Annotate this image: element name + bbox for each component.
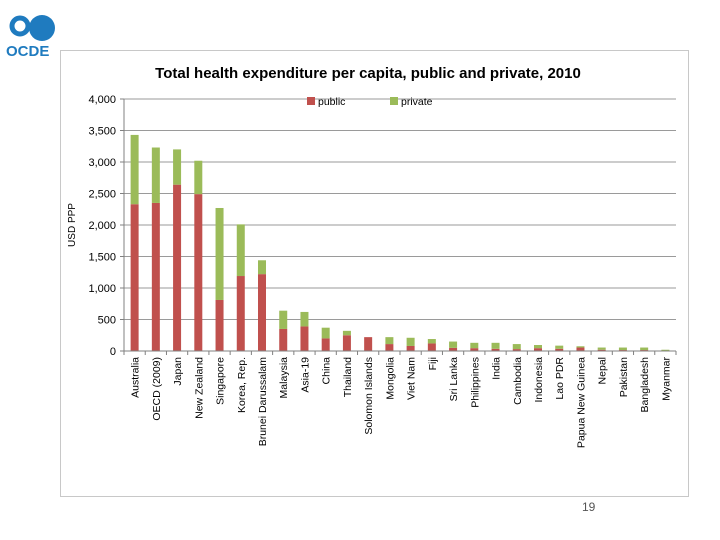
bar-public: [300, 326, 309, 351]
bar-public: [427, 343, 436, 351]
logo-text: OCDE: [6, 43, 49, 58]
x-tick-label: India: [491, 357, 503, 380]
bar-public: [151, 202, 160, 351]
bar-private: [427, 339, 436, 344]
page-number: 19: [582, 500, 596, 514]
y-tick-label: 4,000: [88, 94, 116, 106]
x-tick-label: Asia-19: [299, 357, 311, 393]
bar-public: [512, 349, 521, 351]
bar-private: [342, 330, 351, 336]
x-tick-label: Japan: [172, 357, 184, 386]
logo-circle-large: [29, 15, 55, 41]
y-tick-label: 1,000: [88, 283, 116, 295]
y-tick-label: 3,500: [88, 126, 116, 138]
x-tick-label: Cambodia: [512, 357, 524, 405]
bar-public: [449, 347, 458, 351]
x-tick-label: Malaysia: [278, 357, 290, 399]
x-tick-label: Thailand: [342, 357, 354, 397]
x-tick-label: Singapore: [215, 357, 227, 405]
bar-public: [279, 328, 288, 351]
x-tick-label: Sri Lanka: [448, 357, 460, 402]
bar-public: [491, 348, 500, 351]
x-tick-label: Nepal: [597, 357, 609, 384]
bar-public: [576, 347, 585, 351]
bar-public: [342, 335, 351, 351]
x-tick-label: Bangladesh: [639, 357, 651, 413]
chart-title: Total health expenditure per capita, pub…: [155, 65, 581, 82]
bar-private: [215, 207, 224, 300]
bar-private: [321, 327, 330, 339]
bar-private: [618, 347, 627, 351]
bar-private: [449, 341, 458, 348]
x-tick-label: Korea, Rep.: [236, 357, 248, 413]
y-axis-label: USD PPP: [67, 203, 78, 247]
x-tick-label: Myanmar: [660, 357, 672, 401]
bar-chart: Total health expenditure per capita, pub…: [67, 65, 677, 448]
y-tick-label: 0: [110, 346, 116, 358]
bar-public: [406, 345, 415, 351]
bar-private: [130, 134, 139, 205]
y-tick-label: 2,000: [88, 220, 116, 232]
bar-public: [534, 348, 542, 351]
bar-public: [385, 344, 394, 351]
bar-public: [173, 184, 182, 351]
x-tick-label: Fiji: [427, 357, 439, 370]
x-tick-label: Philippines: [469, 357, 481, 408]
logo-circle-small: [9, 15, 31, 37]
bar-private: [470, 342, 479, 349]
oecd-logo: OCDE: [6, 15, 55, 58]
bar-private: [385, 337, 394, 345]
x-tick-label: New Zealand: [193, 357, 205, 419]
y-tick-label: 1,500: [88, 252, 116, 264]
bar-private: [534, 345, 542, 349]
bar-public: [130, 204, 139, 351]
bar-public: [258, 274, 266, 351]
bar-public: [215, 299, 224, 351]
bar-public: [321, 338, 330, 351]
x-tick-label: Papua New Guinea: [575, 357, 587, 448]
y-tick-label: 3,000: [88, 157, 116, 169]
legend-label-public: public: [318, 96, 345, 108]
bar-public: [364, 337, 373, 351]
bar-private: [576, 346, 585, 348]
bar-private: [300, 311, 309, 327]
y-tick-label: 500: [98, 315, 116, 327]
bar-private: [512, 344, 521, 350]
x-tick-label: Mongolia: [384, 357, 396, 400]
x-tick-label: Viet Nam: [406, 357, 418, 400]
bar-private: [661, 349, 670, 351]
chart-frame: [60, 50, 689, 497]
legend-swatch-private: [390, 97, 398, 105]
bar-public: [236, 276, 245, 351]
bar-public: [597, 349, 606, 351]
bar-private: [597, 347, 606, 350]
bar-private: [173, 149, 182, 185]
x-tick-label: Solomon Islands: [363, 357, 375, 435]
legend-swatch-public: [307, 97, 315, 105]
bar-public: [555, 348, 564, 351]
bar-private: [258, 260, 266, 275]
x-tick-label: China: [321, 357, 333, 385]
bar-public: [194, 194, 203, 351]
bar-private: [236, 224, 245, 277]
x-tick-label: Lao PDR: [554, 357, 566, 400]
bar-private: [279, 310, 288, 329]
y-tick-label: 2,500: [88, 189, 116, 201]
bar-private: [406, 337, 415, 346]
bar-private: [640, 347, 649, 351]
legend-label-private: private: [401, 96, 433, 108]
bar-private: [194, 160, 203, 195]
bar-public: [470, 348, 479, 351]
x-tick-label: Pakistan: [618, 357, 630, 397]
bar-private: [491, 342, 500, 349]
x-tick-label: Australia: [130, 357, 142, 398]
bar-private: [151, 147, 160, 203]
x-tick-label: OECD (2009): [151, 357, 163, 421]
bar-private: [555, 345, 564, 349]
x-tick-label: Brunei Darussalam: [257, 357, 269, 447]
x-tick-label: Indonesia: [533, 357, 545, 403]
